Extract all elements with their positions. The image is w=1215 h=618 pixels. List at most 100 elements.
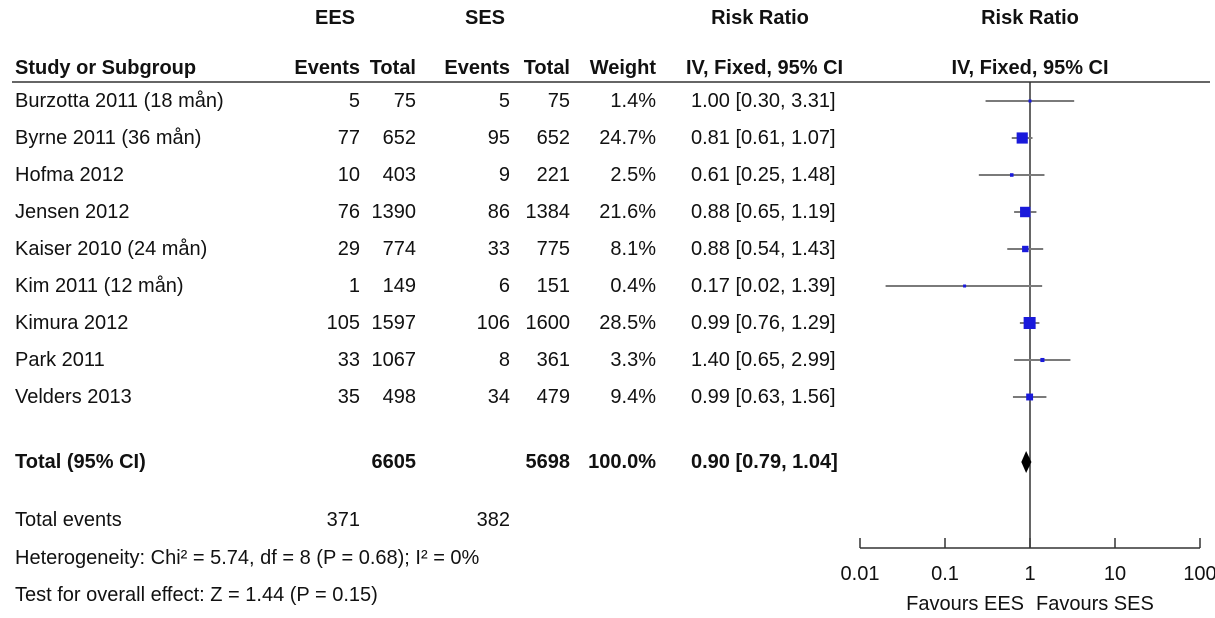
total1: 774 [382, 238, 416, 260]
x-tick-label: 0.1 [931, 563, 959, 585]
group1-header: EES [314, 7, 356, 29]
total2: 5698 [525, 451, 571, 473]
total1: 498 [382, 386, 416, 408]
events1: 29 [337, 238, 360, 260]
weight: 3.3% [610, 349, 656, 371]
events2: 33 [487, 238, 510, 260]
point-estimate-square [1020, 206, 1031, 218]
total1: 1597 [371, 312, 417, 334]
risk-ratio-ci: 0.99 [0.63, 1.56] [691, 386, 836, 408]
point-estimate-square [1040, 357, 1045, 363]
events1: 77 [337, 127, 360, 149]
risk-ratio-ci: 1.40 [0.65, 2.99] [691, 349, 836, 371]
total1: 1067 [371, 349, 417, 371]
x-tick-label: 1 [1024, 563, 1035, 585]
study-name: Byrne 2011 (36 mån) [15, 127, 202, 149]
favours-right-label: Favours SES [1036, 593, 1154, 615]
events1: 10 [337, 164, 360, 186]
total-events1: 371 [326, 509, 360, 531]
weight: 1.4% [610, 90, 656, 112]
x-tick-label: 10 [1104, 563, 1126, 585]
weight: 8.1% [610, 238, 656, 260]
events1: 33 [337, 349, 360, 371]
events2: 9 [498, 164, 510, 186]
study-name: Park 2011 [15, 349, 105, 371]
study-name: Hofma 2012 [15, 164, 124, 186]
events1: 76 [337, 201, 360, 223]
weight: 21.6% [599, 201, 656, 223]
point-estimate-square [1026, 393, 1034, 401]
risk-ratio-ci: 0.88 [0.54, 1.43] [691, 238, 836, 260]
point-estimate-square [1016, 132, 1028, 144]
heterogeneity-text: Heterogeneity: Chi² = 5.74, df = 8 (P = … [15, 547, 480, 569]
point-estimate-square [963, 284, 967, 288]
total2: 75 [547, 90, 570, 112]
risk-ratio-ci: 0.81 [0.61, 1.07] [691, 127, 836, 149]
rr-plot-header: Risk Ratio [981, 7, 1079, 29]
favours-left-label: Favours EES [906, 593, 1024, 615]
total-label: Total (95% CI) [15, 451, 146, 473]
total2-header: Total [523, 57, 570, 79]
study-name: Velders 2013 [15, 386, 132, 408]
total1: 1390 [371, 201, 417, 223]
events2: 106 [476, 312, 510, 334]
study-name: Kaiser 2010 (24 mån) [15, 238, 208, 260]
rr-plot-method-header: IV, Fixed, 95% CI [951, 57, 1109, 79]
total1-header: Total [369, 57, 416, 79]
total2: 1600 [525, 312, 571, 334]
study-name: Burzotta 2011 (18 mån) [15, 90, 224, 112]
total-ci: 0.90 [0.79, 1.04] [691, 451, 838, 473]
total-events-label: Total events [15, 509, 122, 531]
total2: 479 [536, 386, 570, 408]
total2: 361 [536, 349, 570, 371]
events2: 5 [498, 90, 510, 112]
weight: 28.5% [599, 312, 656, 334]
weight: 2.5% [610, 164, 656, 186]
point-estimate-square [1009, 173, 1014, 177]
risk-ratio-ci: 0.88 [0.65, 1.19] [691, 201, 836, 223]
risk-ratio-ci: 0.99 [0.76, 1.29] [691, 312, 836, 334]
events2: 86 [487, 201, 510, 223]
weight-header: Weight [589, 57, 656, 79]
study-column-header: Study or Subgroup [15, 57, 197, 79]
total2: 775 [536, 238, 570, 260]
total1: 149 [382, 275, 416, 297]
point-estimate-square [1022, 245, 1029, 253]
risk-ratio-ci: 0.61 [0.25, 1.48] [691, 164, 836, 186]
weight: 24.7% [599, 127, 656, 149]
weight: 9.4% [610, 386, 656, 408]
total2: 652 [536, 127, 570, 149]
total1: 6605 [371, 451, 417, 473]
total-events2: 382 [476, 509, 510, 531]
rr-column-header: Risk Ratio [711, 7, 809, 29]
total1: 652 [382, 127, 416, 149]
total1: 403 [382, 164, 416, 186]
events2: 6 [498, 275, 510, 297]
point-estimate-square [1028, 99, 1032, 103]
risk-ratio-ci: 1.00 [0.30, 3.31] [691, 90, 836, 112]
events1: 35 [337, 386, 360, 408]
study-name: Jensen 2012 [15, 201, 130, 223]
study-name: Kim 2011 (12 mån) [15, 275, 184, 297]
events2: 8 [498, 349, 510, 371]
total2: 221 [536, 164, 570, 186]
pooled-diamond [1021, 451, 1032, 473]
weight: 0.4% [610, 275, 656, 297]
events2-header: Events [444, 57, 510, 79]
events1: 1 [348, 275, 360, 297]
rr-method-header: IV, Fixed, 95% CI [686, 57, 844, 79]
x-tick-label: 100 [1183, 563, 1215, 585]
total2: 1384 [525, 201, 571, 223]
group2-header: SES [464, 7, 506, 29]
x-tick-label: 0.01 [841, 563, 880, 585]
events2: 95 [487, 127, 510, 149]
events1: 5 [348, 90, 360, 112]
events2: 34 [487, 386, 510, 408]
risk-ratio-ci: 0.17 [0.02, 1.39] [691, 275, 836, 297]
point-estimate-square [1023, 317, 1036, 329]
study-name: Kimura 2012 [15, 312, 129, 334]
total1: 75 [393, 90, 416, 112]
events1-header: Events [294, 57, 360, 79]
events1: 105 [326, 312, 360, 334]
